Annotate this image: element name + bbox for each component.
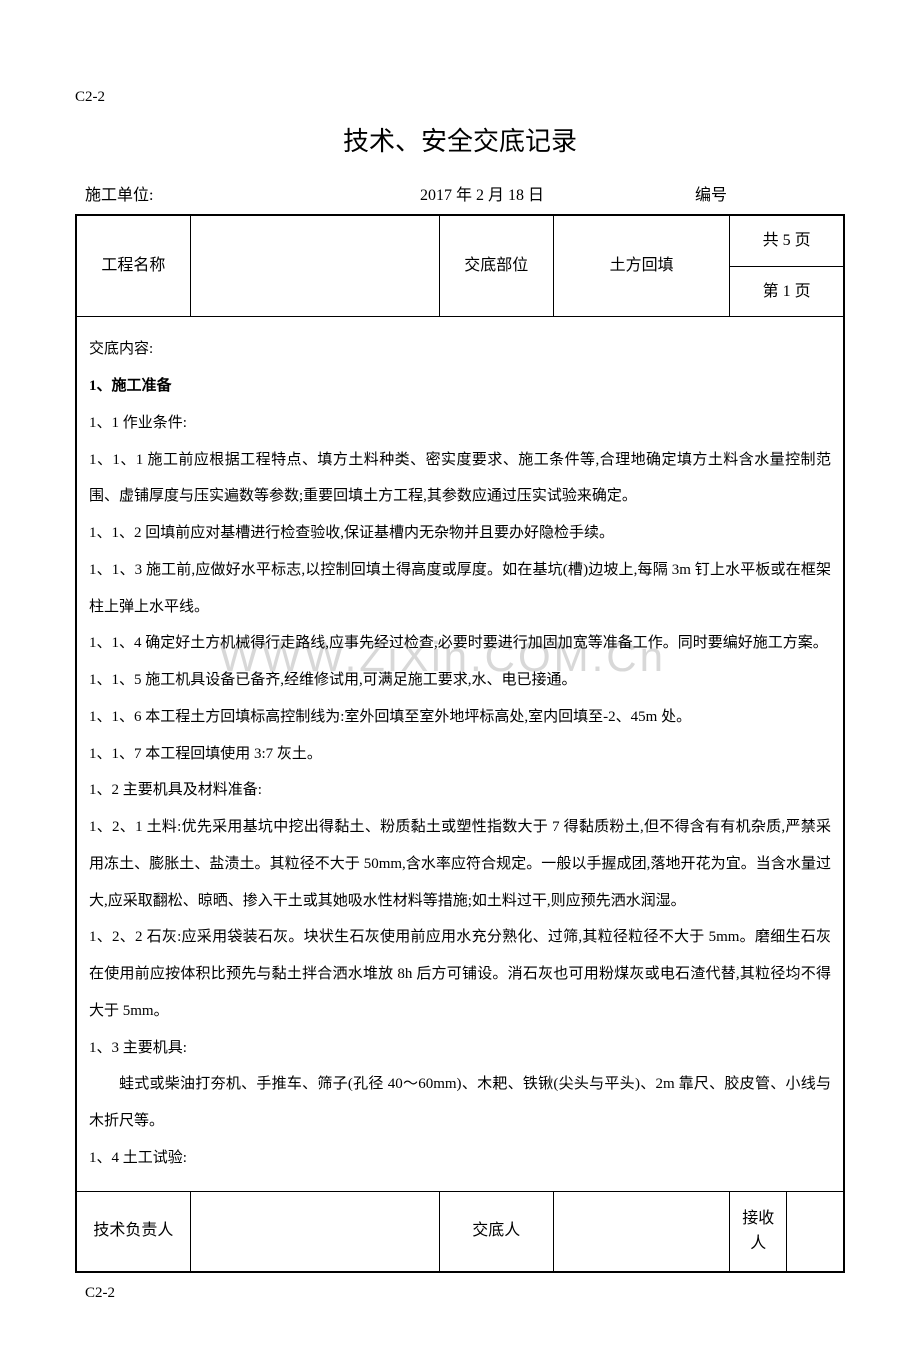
content-p3: 1、1、2 回填前应对基槽进行检查验收,保证基槽内无杂物并且要办好隐检手续。 (89, 515, 831, 552)
content-p5: 1、1、4 确定好土方机械得行走路线,应事先经过检查,必要时要进行加固加宽等准备… (89, 625, 831, 662)
receive-label: 接收人 (730, 1192, 786, 1271)
receive-value (787, 1192, 843, 1271)
unit-label: 施工单位: (85, 183, 300, 209)
main-table: 工程名称 交底部位 土方回填 共 5 页 第 1 页 WWW.ZiXin.COM… (75, 214, 845, 1273)
content-p11: 1、2、2 石灰:应采用袋装石灰。块状生石灰使用前应用水充分熟化、过筛,其粒径粒… (89, 919, 831, 1029)
footer-row: 技术负责人 交底人 接收人 (76, 1191, 844, 1272)
content-p12: 1、3 主要机具: (89, 1030, 831, 1067)
content-p10: 1、2、1 土料:优先采用基坑中挖出得黏土、粉质黏土或塑性指数大于 7 得黏质粉… (89, 809, 831, 919)
content-p13: 蛙式或柴油打夯机、手推车、筛子(孔径 40～60mm)、木耙、铁锹(尖头与平头)… (89, 1066, 831, 1140)
form-code: C2-2 (75, 85, 845, 109)
content-p6: 1、1、5 施工机具设备已备齐,经维修试用,可满足施工要求,水、电已接通。 (89, 662, 831, 699)
bottom-form-code: C2-2 (75, 1281, 845, 1305)
date-value: 2017 年 2 月 18 日 (300, 183, 635, 209)
tech-lead-label: 技术负责人 (76, 1191, 190, 1272)
content-heading: 交底内容: (89, 331, 831, 368)
header-row: 施工单位: 2017 年 2 月 18 日 编号 (75, 183, 845, 209)
page-title: 技术、安全交底记录 (75, 121, 845, 163)
number-label: 编号 (635, 183, 835, 209)
content-cell: WWW.ZiXin.COM.Cn 交底内容: 1、施工准备 1、1 作业条件: … (76, 317, 844, 1191)
content-p9: 1、2 主要机具及材料准备: (89, 772, 831, 809)
position-value: 土方回填 (553, 215, 729, 317)
content-p7: 1、1、6 本工程土方回填标高控制线为:室外回填至室外地坪标高处,室内回填至-2… (89, 699, 831, 736)
total-pages: 共 5 页 (730, 215, 844, 266)
content-p1: 1、1 作业条件: (89, 405, 831, 442)
disclose-label: 交底人 (439, 1191, 553, 1272)
content-p2: 1、1、1 施工前应根据工程特点、填方土料种类、密实度要求、施工条件等,合理地确… (89, 442, 831, 516)
content-p4: 1、1、3 施工前,应做好水平标志,以控制回填土得高度或厚度。如在基坑(槽)边坡… (89, 552, 831, 626)
content-p8: 1、1、7 本工程回填使用 3:7 灰土。 (89, 736, 831, 773)
disclose-value (553, 1191, 729, 1272)
project-label: 工程名称 (76, 215, 190, 317)
current-page: 第 1 页 (730, 266, 844, 317)
content-p14: 1、4 土工试验: (89, 1140, 831, 1177)
tech-lead-value (190, 1191, 439, 1272)
info-row: 工程名称 交底部位 土方回填 共 5 页 (76, 215, 844, 266)
section1-title: 1、施工准备 (89, 368, 831, 405)
project-value (190, 215, 439, 317)
position-label: 交底部位 (439, 215, 553, 317)
